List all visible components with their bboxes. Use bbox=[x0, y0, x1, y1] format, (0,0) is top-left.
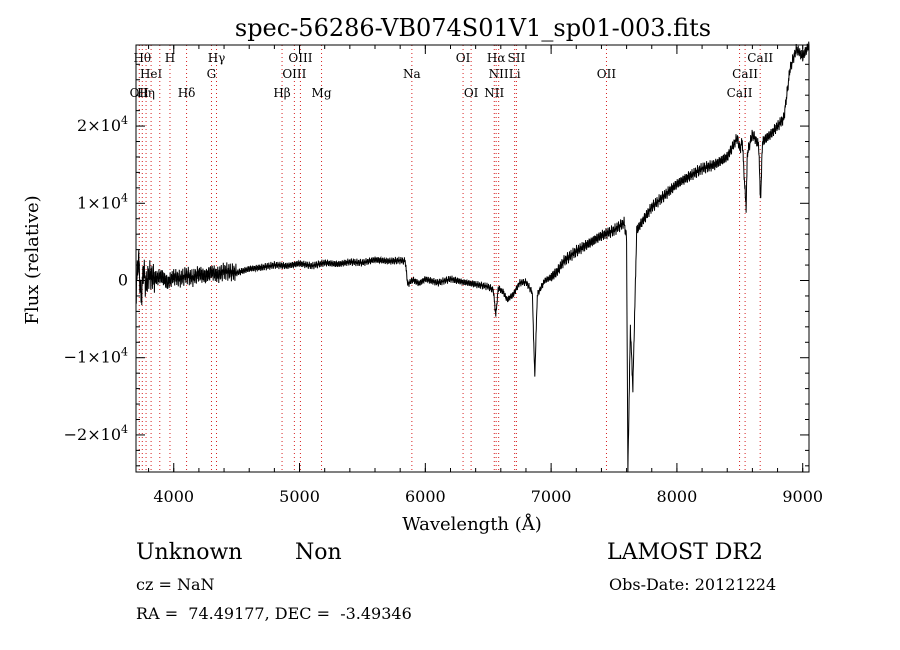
line-label: G bbox=[207, 67, 217, 81]
line-label: Hθ bbox=[133, 51, 151, 65]
line-label: Hβ bbox=[273, 86, 290, 100]
line-label: OIII bbox=[288, 51, 312, 65]
line-label: H bbox=[165, 51, 175, 65]
line-label: OI bbox=[464, 86, 479, 100]
line-label: Hα bbox=[487, 51, 506, 65]
y-axis-label: Flux (relative) bbox=[22, 195, 43, 324]
spectrum-line bbox=[135, 41, 810, 473]
plot-frame bbox=[135, 44, 810, 473]
line-label: Hδ bbox=[178, 86, 196, 100]
line-label: NII bbox=[484, 86, 504, 100]
line-label: HeI bbox=[140, 67, 163, 81]
line-label: Hγ bbox=[208, 51, 226, 65]
x-tick-label: 6000 bbox=[405, 487, 446, 506]
y-tick-label: 1×104 bbox=[77, 191, 128, 212]
subclass-label: Non bbox=[295, 540, 342, 565]
y-tick-label: −1×104 bbox=[64, 346, 128, 367]
x-tick-label: 9000 bbox=[782, 487, 823, 506]
line-label: OII bbox=[130, 86, 150, 100]
x-axis-label: Wavelength (Å) bbox=[402, 513, 542, 535]
line-label: CaII bbox=[732, 67, 758, 81]
x-tick-label: 5000 bbox=[279, 487, 320, 506]
series-layer bbox=[135, 41, 810, 473]
line-label: NII bbox=[489, 67, 509, 81]
x-axis: 4000 5000 6000 7000 8000 9000 bbox=[148, 45, 823, 506]
redshift-label: cz = NaN bbox=[136, 575, 215, 594]
class-label: Unknown bbox=[136, 540, 243, 565]
line-label: OI bbox=[456, 51, 471, 65]
x-tick-label: 8000 bbox=[657, 487, 698, 506]
line-label: Na bbox=[403, 67, 421, 81]
line-label: OII bbox=[597, 67, 617, 81]
y-tick-label: 2×104 bbox=[77, 114, 128, 135]
coordinates-label: RA = 74.49177, DEC = -3.49346 bbox=[136, 604, 412, 623]
line-label: Mg bbox=[312, 86, 332, 100]
chart-title: spec-56286-VB074S01V1_sp01-003.fits bbox=[235, 14, 711, 42]
line-label: Hη bbox=[137, 86, 155, 100]
line-label: CaII bbox=[727, 86, 753, 100]
line-label: Li bbox=[509, 67, 521, 81]
line-label: SII bbox=[508, 51, 526, 65]
y-tick-label: 0 bbox=[118, 271, 128, 290]
x-tick-label: 7000 bbox=[531, 487, 572, 506]
line-label: OIII bbox=[282, 67, 306, 81]
spectrum-plot: spec-56286-VB074S01V1_sp01-003.fits OIIH… bbox=[22, 14, 823, 535]
y-axis: −2×104 −1×104 0 1×104 2×104 bbox=[64, 63, 809, 467]
survey-label: LAMOST DR2 bbox=[607, 540, 763, 565]
obs-date-label: Obs-Date: 20121224 bbox=[609, 575, 777, 594]
y-tick-label: −2×104 bbox=[64, 423, 128, 444]
x-tick-label: 4000 bbox=[153, 487, 194, 506]
line-label: CaII bbox=[747, 51, 773, 65]
